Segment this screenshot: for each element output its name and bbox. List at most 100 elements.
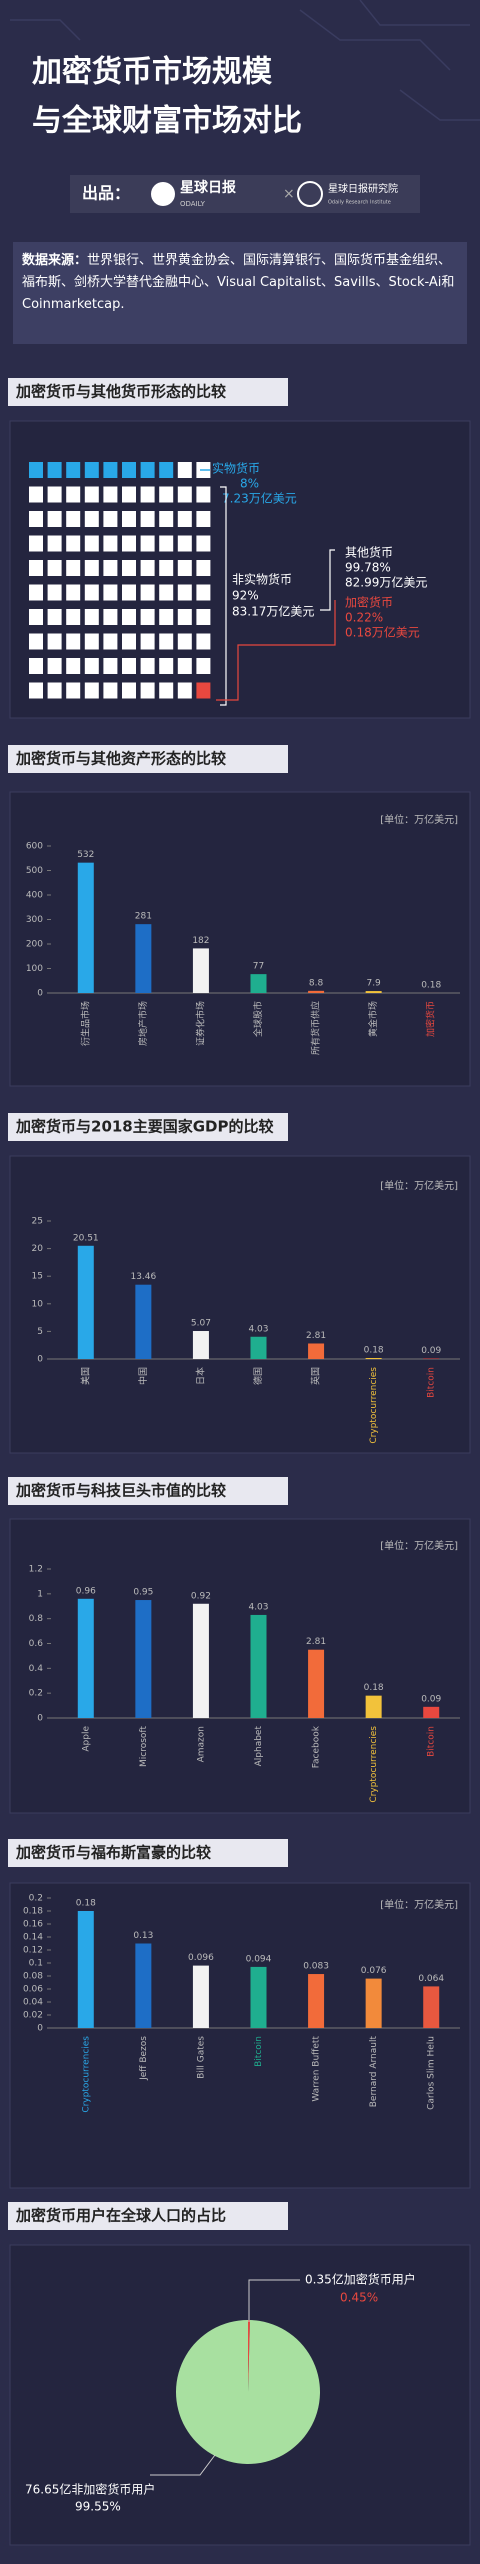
pie-slice <box>248 2320 251 2392</box>
bar <box>250 974 267 993</box>
bar <box>77 1911 94 2028</box>
waffle-cell <box>103 511 118 527</box>
waffle-cell <box>47 682 62 699</box>
bar <box>365 1358 382 1359</box>
waffle-cell <box>196 682 211 699</box>
value-label: 0.18 <box>364 1683 384 1693</box>
bar <box>365 1978 382 2028</box>
x-tick-label: Cryptocurrencies <box>369 1726 379 1803</box>
x-tick-label: 证券化市场 <box>194 1001 206 1046</box>
x-tick-label: Carlos Slim Helu <box>427 2036 437 2110</box>
value-label: 0.09 <box>421 1694 441 1704</box>
waffle-cell <box>159 609 174 625</box>
waffle-cell <box>66 511 81 527</box>
bar <box>308 1649 325 1718</box>
waffle-cell <box>66 584 81 601</box>
value-label: 0.18 <box>421 980 441 990</box>
legend-percent: 92% <box>232 589 259 603</box>
waffle-cell <box>159 462 174 478</box>
waffle-cell <box>196 609 211 625</box>
legend-name: 非实物货币 <box>232 572 292 587</box>
unit-label: [单位：万亿美元] <box>380 1898 458 1911</box>
waffle-cell <box>122 486 136 503</box>
waffle-cell <box>66 486 81 503</box>
waffle-cell <box>47 658 62 674</box>
legend-name: 加密货币 <box>345 595 393 610</box>
source: 数据来源：世界银行、世界黄金协会、国际清算银行、国际货币基金组织、福布斯、剑桥大… <box>22 250 458 316</box>
producer-label: 出品： <box>82 184 130 203</box>
y-tick-label: 0 <box>37 2024 43 2034</box>
section-heading-bg <box>8 1113 288 1141</box>
waffle-cell <box>47 486 62 503</box>
waffle-cell <box>196 535 211 552</box>
y-tick-label: 20 <box>32 1244 44 1254</box>
section-heading-bg <box>8 745 288 773</box>
waffle-cell <box>66 633 81 650</box>
circuit-decoration <box>10 0 480 121</box>
waffle-cell <box>84 511 99 527</box>
waffle-cell <box>159 633 174 650</box>
waffle-cell <box>122 535 136 552</box>
waffle-cell <box>47 462 62 478</box>
y-tick-label: 0.04 <box>23 1998 43 2008</box>
x-tick-label: Microsoft <box>139 1726 149 1767</box>
value-label: 0.18 <box>364 1346 384 1356</box>
legend-name: 实物货币 <box>212 461 260 476</box>
title-line: 与全球财富市场对比 <box>32 104 302 139</box>
waffle-cell <box>103 633 118 650</box>
waffle-cell <box>140 682 155 699</box>
waffle-cell <box>103 560 118 576</box>
waffle-cell <box>47 511 62 527</box>
bar <box>192 1331 209 1359</box>
waffle-cell <box>177 682 192 699</box>
value-label: 281 <box>135 912 152 922</box>
x-tick-label: 所有货币供应 <box>310 1001 322 1055</box>
x-tick-label: Bitcoin <box>427 1367 437 1398</box>
waffle-cell <box>47 535 62 552</box>
bar <box>135 1600 152 1718</box>
legend-amount: 82.99万亿美元 <box>345 575 427 590</box>
section-heading-bg <box>8 1839 288 1867</box>
bar <box>135 1943 152 2028</box>
value-label: 2.81 <box>306 1331 326 1341</box>
waffle-cell <box>140 511 155 527</box>
bar <box>308 990 325 993</box>
section-heading: 加密货币与福布斯富豪的比较 <box>15 1844 211 1862</box>
unit-label: [单位：万亿美元] <box>380 813 458 826</box>
waffle-cell <box>66 535 81 552</box>
value-label: 182 <box>192 936 209 946</box>
waffle-cell <box>122 609 136 625</box>
y-tick-label: 0.12 <box>23 1946 43 1956</box>
x-tick-label: Warren Buffett <box>312 2036 322 2102</box>
x-tick-label: 中国 <box>137 1367 149 1385</box>
x-tick-label: 美国 <box>79 1367 91 1385</box>
slice-label: 76.65亿非加密货币用户 <box>25 2482 155 2497</box>
waffle-cell <box>66 682 81 699</box>
y-tick-label: 0.2 <box>29 1894 43 1904</box>
waffle-cell <box>122 560 136 576</box>
logo-sub: Odaily Research Institute <box>328 200 391 206</box>
value-label: 0.076 <box>361 1966 387 1976</box>
times-sign: × <box>283 186 295 202</box>
section-heading: 加密货币与科技巨头市值的比较 <box>15 1482 226 1500</box>
waffle-cell <box>140 658 155 674</box>
y-tick-label: 0.6 <box>29 1639 44 1649</box>
waffle-cell <box>29 511 43 527</box>
value-label: 77 <box>253 962 264 972</box>
bracket <box>320 549 335 611</box>
waffle-cell <box>47 560 62 576</box>
waffle-cell <box>159 511 174 527</box>
waffle-cell <box>196 658 211 674</box>
bar <box>365 1695 382 1718</box>
legend-percent: 99.78% <box>345 561 391 575</box>
waffle-cell <box>159 682 174 699</box>
y-tick-label: 10 <box>32 1299 44 1309</box>
bar <box>192 1603 209 1718</box>
waffle-cell <box>196 584 211 601</box>
producer-band <box>70 175 420 213</box>
bar <box>77 862 94 993</box>
y-tick-label: 1.2 <box>29 1565 43 1575</box>
y-tick-label: 5 <box>37 1327 43 1337</box>
